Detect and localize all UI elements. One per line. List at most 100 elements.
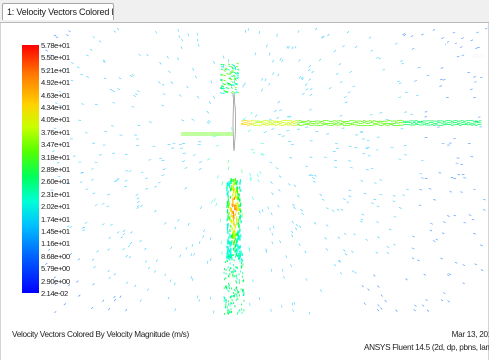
velocity-vector xyxy=(219,78,223,81)
velocity-vector xyxy=(270,181,273,184)
velocity-vector xyxy=(211,200,213,204)
velocity-vector xyxy=(236,74,240,77)
velocity-vector xyxy=(102,299,105,303)
colorbar-tick-label: 2.60e+01 xyxy=(41,177,70,187)
velocity-vector xyxy=(106,205,110,208)
velocity-vector xyxy=(392,200,396,202)
velocity-vector xyxy=(223,70,226,72)
velocity-vector xyxy=(170,246,173,250)
velocity-vector xyxy=(85,188,89,190)
velocity-vector xyxy=(120,236,123,239)
velocity-vector xyxy=(331,209,335,212)
velocity-vector xyxy=(290,264,292,267)
velocity-vector xyxy=(50,54,53,57)
velocity-vector xyxy=(111,90,115,92)
velocity-vector xyxy=(145,177,149,180)
velocity-vector xyxy=(124,185,127,188)
velocity-vector xyxy=(78,294,81,297)
velocity-vector xyxy=(230,75,234,78)
velocity-vector xyxy=(168,70,171,74)
velocity-vector xyxy=(92,36,95,39)
velocity-vector xyxy=(483,199,486,201)
velocity-vector xyxy=(223,74,226,77)
velocity-vector xyxy=(291,302,294,306)
velocity-vector xyxy=(346,201,350,204)
velocity-vector xyxy=(286,130,290,132)
colorbar-tick-label: 5.21e+01 xyxy=(41,65,70,75)
velocity-vector xyxy=(283,275,285,279)
velocity-vector xyxy=(340,208,344,211)
velocity-vector xyxy=(467,71,471,74)
velocity-vector xyxy=(227,159,230,164)
velocity-vector xyxy=(162,168,166,170)
velocity-vector xyxy=(236,72,240,75)
velocity-vector xyxy=(241,169,243,174)
velocity-vector xyxy=(93,266,96,269)
colorbar-tick-label: 2.02e+01 xyxy=(41,202,70,212)
velocity-vector xyxy=(288,115,292,118)
velocity-vector xyxy=(220,65,224,68)
velocity-vector xyxy=(351,270,354,273)
velocity-vector xyxy=(125,281,129,285)
velocity-vector xyxy=(295,223,298,227)
velocity-vector xyxy=(236,76,240,79)
colorbar-tick-label: 1.45e+01 xyxy=(41,227,70,236)
velocity-vector xyxy=(177,219,180,222)
velocity-vector xyxy=(80,73,83,76)
velocity-vector xyxy=(301,77,304,81)
velocity-vector xyxy=(337,236,341,239)
tab-bar: 1: Velocity Vectors Colored B ∨ xyxy=(0,0,489,23)
graphics-viewport[interactable]: 5.78e+01 5.50e+01 5.21e+01 4.92e+01 4.63e+01… xyxy=(0,23,489,360)
velocity-vector xyxy=(380,294,383,297)
velocity-vector xyxy=(125,254,128,258)
velocity-vector xyxy=(235,82,238,85)
velocity-vector xyxy=(349,70,353,73)
velocity-vector xyxy=(281,305,283,308)
velocity-vector xyxy=(68,30,71,33)
velocity-vector xyxy=(115,179,119,181)
velocity-vector xyxy=(229,71,233,73)
velocity-vector xyxy=(250,111,253,115)
velocity-vector xyxy=(101,202,105,205)
velocity-vector xyxy=(442,79,446,81)
velocity-vector xyxy=(227,63,231,66)
velocity-vector xyxy=(360,180,364,182)
velocity-vector xyxy=(256,174,260,177)
velocity-vector xyxy=(405,278,408,281)
velocity-vector xyxy=(181,38,184,42)
velocity-vector xyxy=(298,243,301,246)
velocity-vector xyxy=(260,153,264,156)
velocity-vector xyxy=(272,72,275,76)
velocity-vector xyxy=(414,304,417,307)
velocity-vector xyxy=(192,154,196,156)
colorbar-tick-label: 8.68e+00 xyxy=(41,251,70,261)
velocity-vector xyxy=(109,88,113,91)
velocity-vector xyxy=(249,172,252,177)
velocity-vector xyxy=(268,52,271,56)
velocity-vector xyxy=(226,87,230,90)
colorbar xyxy=(22,45,39,293)
velocity-vector xyxy=(125,308,128,312)
colorbar-tick-label: 5.78e+01 xyxy=(41,41,70,50)
velocity-vector xyxy=(349,167,353,169)
velocity-vector xyxy=(82,226,85,229)
velocity-vector xyxy=(297,128,301,130)
velocity-vector xyxy=(229,84,233,86)
velocity-vector xyxy=(234,77,237,80)
velocity-vector xyxy=(343,96,347,98)
velocity-vector xyxy=(326,207,329,210)
colorbar-tick-label: 3.76e+01 xyxy=(41,127,70,137)
velocity-vector xyxy=(113,273,116,276)
velocity-vector xyxy=(272,59,274,63)
velocity-vector xyxy=(228,77,231,80)
velocity-vector xyxy=(107,248,110,251)
velocity-vector xyxy=(254,114,258,118)
colorbar-tick-label: 4.63e+01 xyxy=(41,90,70,100)
velocity-vector xyxy=(368,36,372,39)
velocity-vector xyxy=(225,184,228,189)
velocity-vector xyxy=(234,91,237,94)
velocity-vector xyxy=(167,296,170,300)
velocity-vector xyxy=(291,230,294,234)
tab-velocity-vectors[interactable]: 1: Velocity Vectors Colored B ∨ xyxy=(2,3,114,20)
velocity-vector xyxy=(446,274,450,277)
